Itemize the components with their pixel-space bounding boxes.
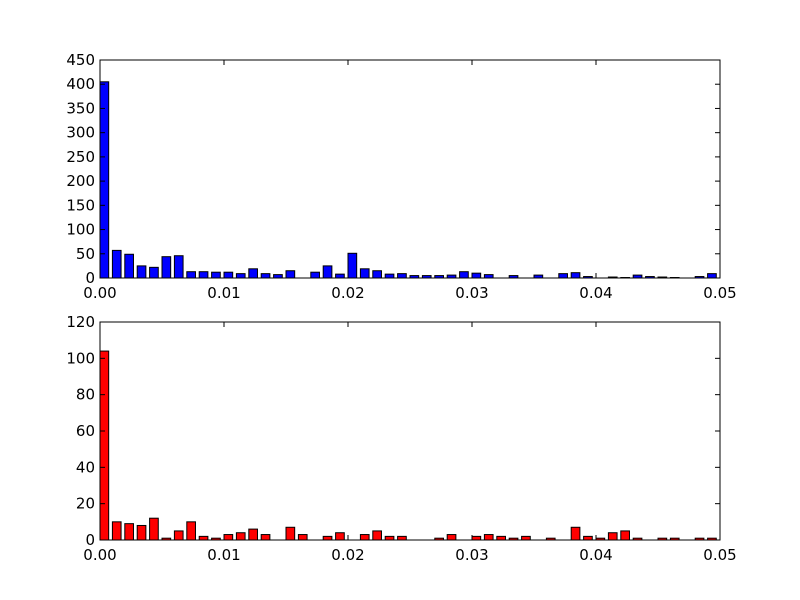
x-tick-label: 0.02: [331, 284, 364, 302]
histogram-bar: [446, 534, 457, 541]
histogram-bar: [372, 270, 382, 279]
x-tick-label: 0.01: [207, 284, 240, 302]
x-tick-label: 0.03: [455, 284, 488, 302]
y-tick-label: 350: [66, 99, 95, 117]
histogram-bar: [260, 534, 271, 541]
y-tick-label: 400: [66, 75, 95, 93]
histogram-bar: [111, 521, 122, 541]
histogram-bar: [273, 274, 283, 279]
histogram-bar: [359, 268, 370, 279]
y-tick-label: 100: [66, 221, 95, 239]
histogram-bar: [136, 524, 147, 541]
y-tick-label: 40: [76, 458, 95, 476]
histogram-bar: [483, 274, 494, 279]
y-tick-label: 300: [66, 124, 95, 142]
y-tick-label: 150: [66, 196, 95, 214]
histogram-bar: [607, 532, 618, 541]
histogram-bar: [310, 271, 320, 279]
histogram-bar: [335, 273, 345, 279]
histogram-bar: [173, 530, 184, 541]
y-tick-label: 0: [85, 269, 95, 287]
histogram-bar: [347, 252, 358, 279]
histogram-bar: [285, 526, 296, 541]
histogram-bar: [372, 530, 382, 541]
histogram-bar: [136, 265, 147, 279]
y-tick-label: 20: [76, 495, 95, 513]
histogram-bar: [198, 271, 209, 279]
y-tick-label: 450: [66, 51, 95, 69]
histogram-bar: [521, 535, 531, 541]
y-tick-label: 80: [76, 386, 95, 404]
y-tick-label: 250: [66, 148, 95, 166]
histogram-bar: [223, 534, 234, 541]
histogram-bar: [99, 81, 110, 279]
histogram-bar: [620, 530, 630, 541]
histogram-bar: [248, 268, 258, 279]
histogram-bar: [211, 271, 221, 279]
histogram-bar: [186, 521, 196, 541]
x-tick-label: 0.05: [703, 284, 736, 302]
histogram-bar: [707, 273, 717, 279]
histogram-bar: [483, 534, 494, 541]
y-tick-label: 200: [66, 172, 95, 190]
x-tick-label: 0.04: [579, 284, 612, 302]
x-tick-label: 0.04: [579, 546, 612, 564]
histogram-bar: [173, 255, 184, 279]
histogram-bar: [322, 265, 333, 279]
bottom-histogram: 0 20 40 60 80 100 120 0.00 0.01 0.02 0.03 0.04 0.05: [66, 313, 736, 564]
x-tick-label: 0.02: [331, 546, 364, 564]
histogram-bar: [248, 528, 258, 541]
histogram-bar: [149, 266, 159, 279]
histogram-bar: [322, 535, 333, 541]
histogram-bar: [149, 517, 159, 541]
x-tick-label: 0.05: [703, 546, 736, 564]
y-tick-label: 50: [76, 245, 95, 263]
histogram-bar: [335, 532, 345, 541]
axes-frame: [99, 321, 721, 541]
histogram-bar: [570, 526, 581, 541]
y-tick-label: 60: [76, 422, 95, 440]
histogram-bar: [471, 535, 482, 541]
histogram-bar: [124, 523, 134, 541]
histogram-bar: [558, 273, 568, 279]
histogram-bar: [198, 535, 209, 541]
x-tick-label: 0.01: [207, 546, 240, 564]
histogram-bar: [496, 535, 506, 541]
y-tick-label: 120: [66, 313, 95, 331]
histogram-bar: [285, 270, 296, 279]
histogram-bar: [235, 273, 246, 279]
histogram-bar: [99, 350, 110, 541]
x-tick-label: 0.00: [83, 284, 116, 302]
histogram-bar: [297, 534, 308, 541]
histogram-bar: [471, 272, 482, 279]
histogram-bar: [223, 271, 234, 279]
histogram-bar: [260, 273, 271, 279]
histogram-bar: [384, 535, 395, 541]
histogram-bar: [397, 535, 407, 541]
histogram-bar: [124, 253, 134, 279]
axes-frame: [99, 59, 721, 279]
histogram-bar: [111, 249, 122, 279]
histogram-bar: [161, 256, 172, 279]
x-tick-label: 0.00: [83, 546, 116, 564]
y-tick-label: 0: [85, 531, 95, 549]
histogram-bar: [186, 271, 196, 279]
histogram-bar: [384, 273, 395, 279]
top-histogram: 0 50 100 150 200 250 300 350 400 450 0.00 0.01 0.02 0…: [66, 51, 736, 302]
y-tick-label: 100: [66, 349, 95, 367]
x-tick-label: 0.03: [455, 546, 488, 564]
histogram-bar: [359, 534, 370, 541]
histogram-bar: [235, 532, 246, 541]
histogram-bar: [583, 535, 593, 541]
histogram-bar: [570, 272, 581, 279]
histogram-bar: [397, 273, 407, 279]
histogram-bar: [459, 271, 469, 279]
